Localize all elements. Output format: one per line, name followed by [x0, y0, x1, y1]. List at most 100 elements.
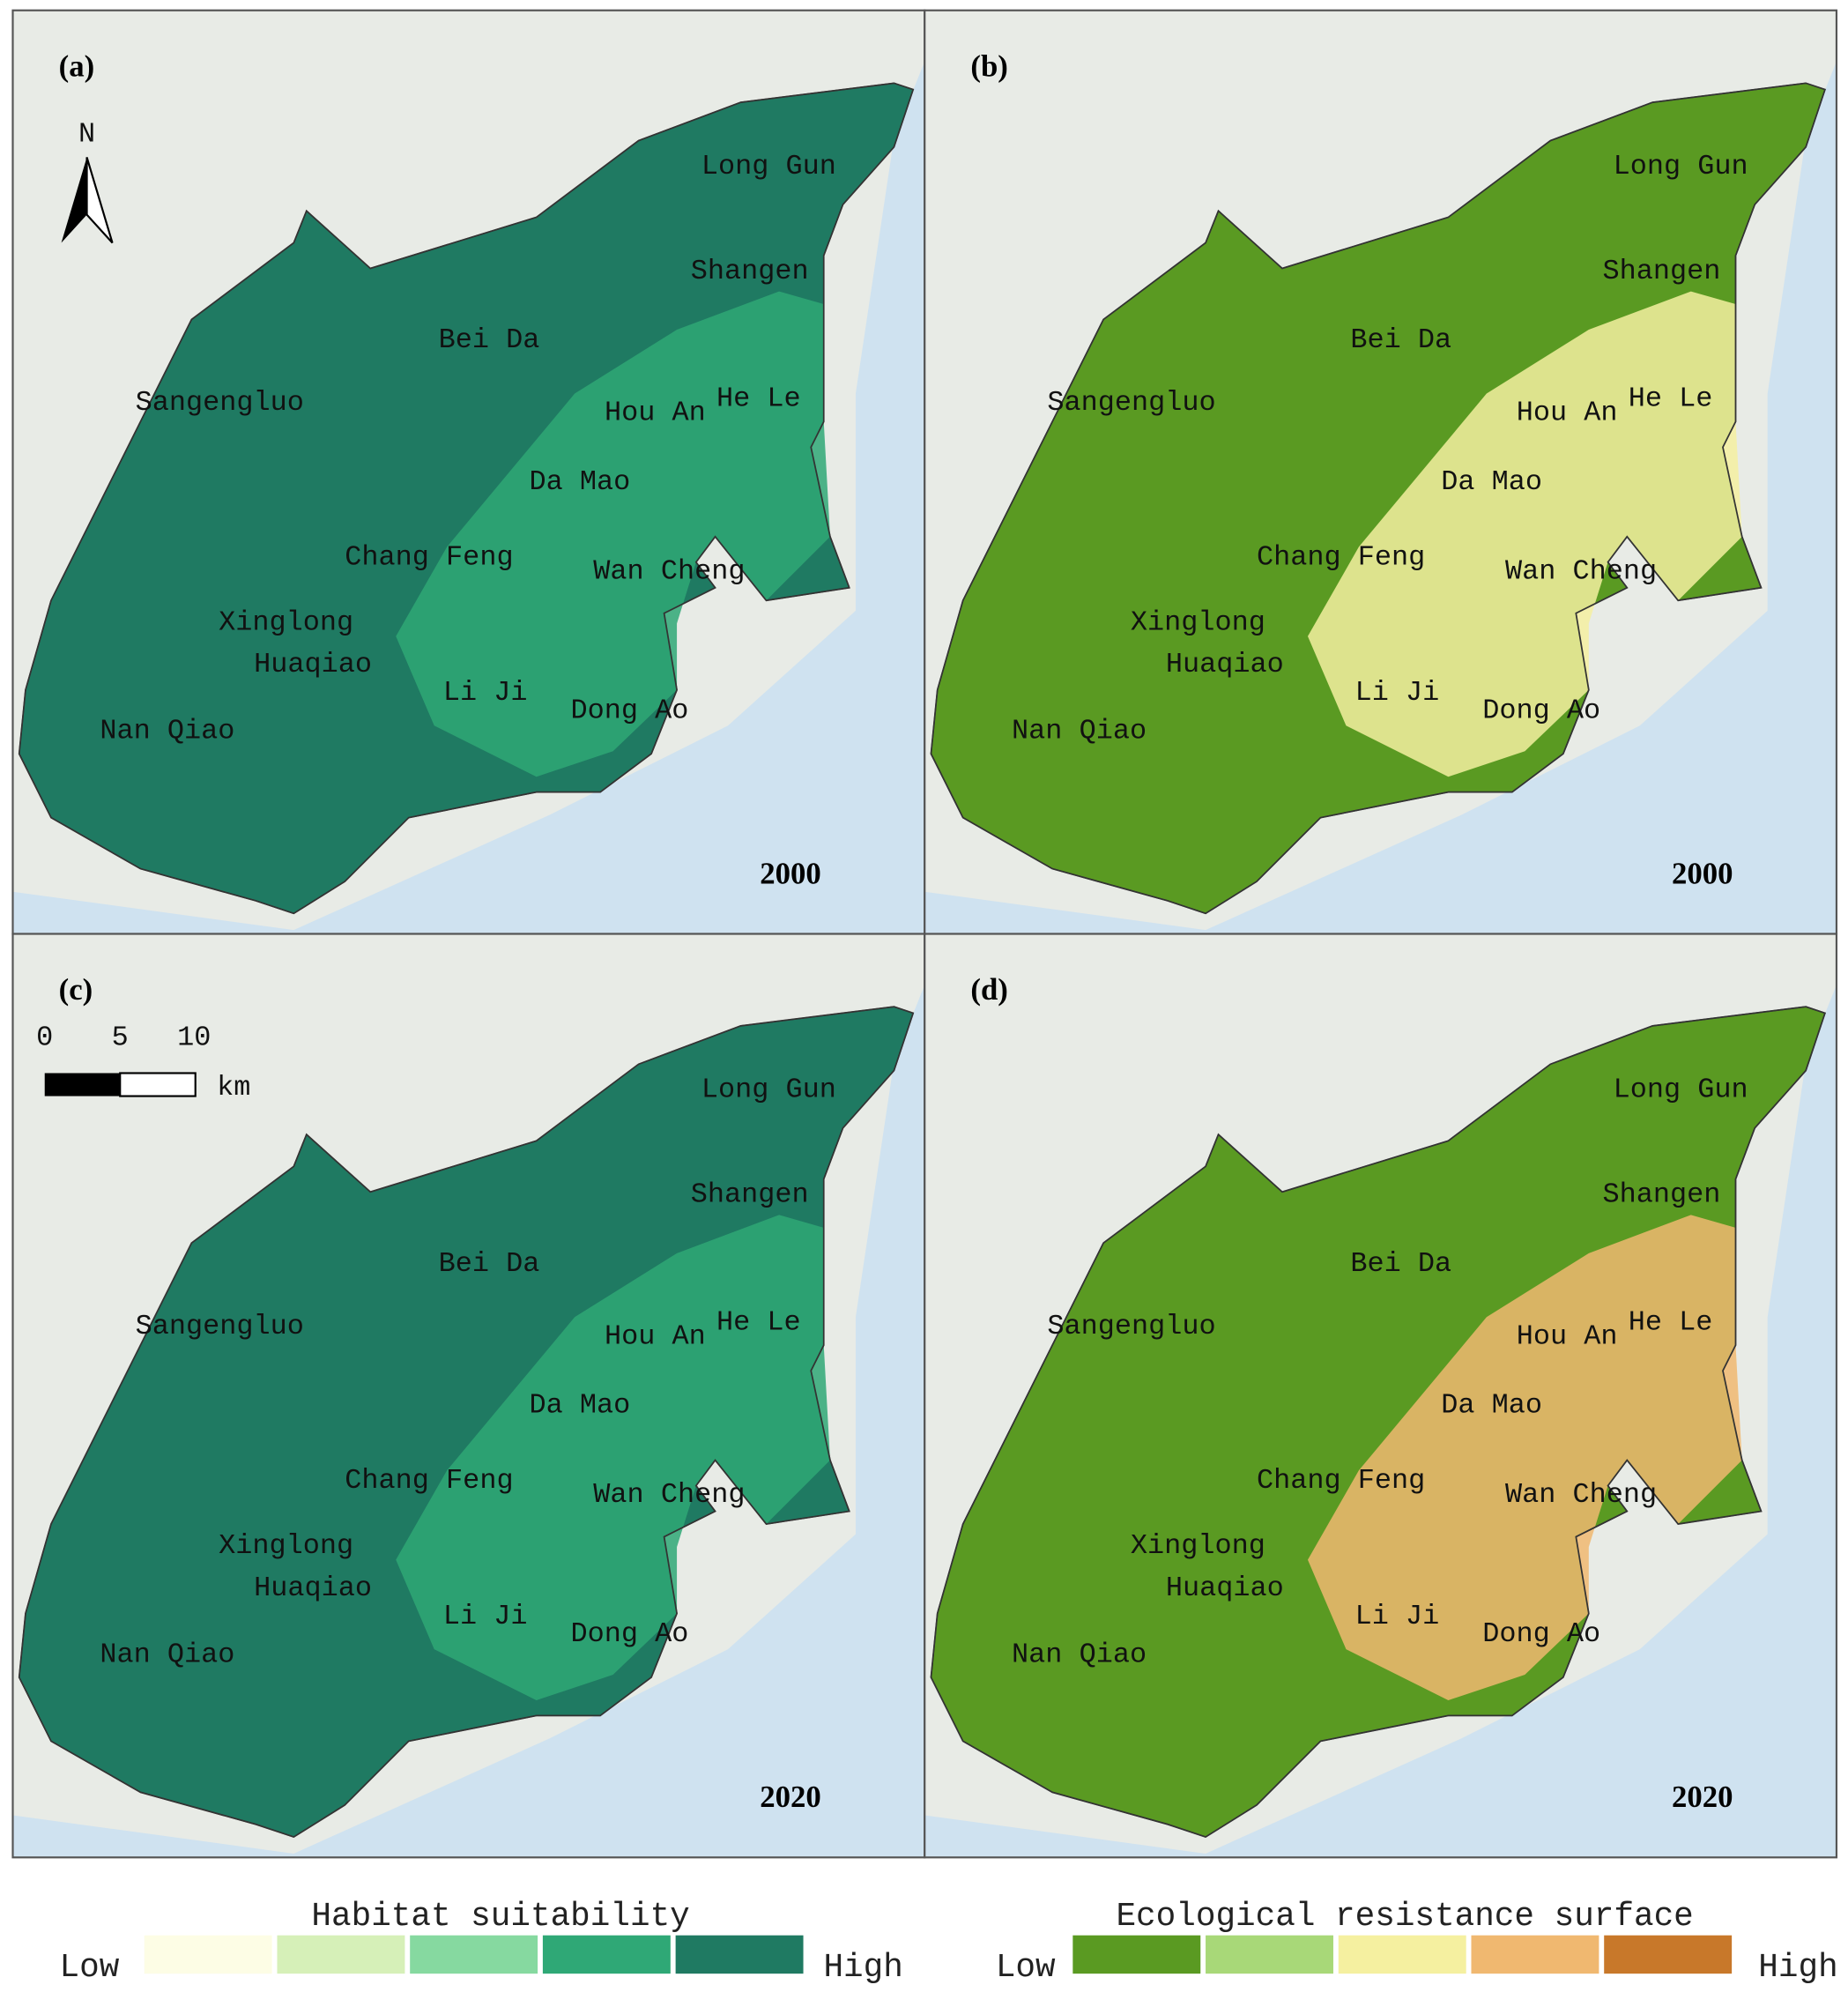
sea	[924, 933, 1837, 1858]
legend-high: High	[823, 1950, 902, 1987]
panel-frame	[924, 933, 1838, 1859]
region-name: Shangen	[691, 255, 809, 287]
region-name: Sangengluo	[1047, 386, 1215, 419]
scale-unit: km	[217, 1071, 250, 1104]
region-name: Long Gun	[701, 150, 836, 182]
legend-swatch	[675, 1935, 804, 1974]
legend-swatch	[1604, 1935, 1733, 1974]
land-outline	[930, 82, 1827, 915]
region-name: Li Ji	[443, 676, 528, 709]
legend-title: Ecological resistance surface	[1116, 1899, 1693, 1936]
legend-swatch	[542, 1935, 671, 1974]
legend-swatch	[277, 1935, 405, 1974]
region-name: Huaqiao	[1166, 1572, 1284, 1604]
region-name: Nan Qiao	[100, 1638, 234, 1670]
region-name: Li Ji	[443, 1600, 528, 1632]
map-panel: Long Gun Shangen Bei Da He Le Sangengluo Hou …	[924, 9, 1838, 935]
region-name: Long Gun	[1614, 150, 1748, 182]
sea	[12, 933, 925, 1858]
region-name: Nan Qiao	[1012, 1638, 1147, 1670]
region-name: Xinglong	[1131, 606, 1265, 638]
panel-label: (d)	[970, 972, 1008, 1007]
region-name: Dong Ao	[571, 694, 689, 726]
region-name: Wan Cheng	[593, 554, 745, 587]
legend-low: Low	[996, 1950, 1056, 1987]
region-name: Dong Ao	[1482, 1617, 1600, 1650]
region-name: He Le	[1629, 383, 1713, 415]
panel-label: (b)	[970, 48, 1008, 83]
region-name: Wan Cheng	[1505, 1478, 1657, 1511]
panel-year: 2000	[1672, 856, 1733, 890]
land-patch	[396, 1215, 830, 1701]
region-name: Chang Feng	[1257, 540, 1425, 573]
region-name: Wan Cheng	[593, 1478, 745, 1511]
region-name: Chang Feng	[345, 1464, 513, 1497]
legend-low: Low	[60, 1950, 120, 1987]
land-patch	[1307, 291, 1742, 777]
region-name: Shangen	[1602, 255, 1720, 287]
region-name: Bei Da	[439, 323, 540, 356]
region-name: Li Ji	[1355, 676, 1440, 709]
scale-tick-label: 5	[112, 1021, 129, 1053]
region-name: Sangengluo	[1047, 1310, 1215, 1342]
north-arrow-left	[61, 157, 87, 243]
legend-title: Habitat suitability	[311, 1899, 689, 1936]
legend-swatch	[410, 1935, 538, 1974]
region-name: Hou An	[605, 397, 706, 429]
sea	[924, 10, 1837, 934]
region-name: Wan Cheng	[1505, 554, 1657, 587]
region-name: Xinglong	[219, 606, 353, 638]
panel-year: 2020	[1672, 1780, 1733, 1814]
region-name: He Le	[1629, 1305, 1713, 1338]
region-name: Bei Da	[439, 1247, 540, 1280]
region-name: Bei Da	[1350, 323, 1451, 356]
region-name: Da Mao	[1441, 1389, 1542, 1422]
region-name: He Le	[716, 383, 801, 415]
region-name: Xinglong	[219, 1529, 353, 1562]
scale-bar-black	[44, 1073, 121, 1096]
land-patch	[1307, 1215, 1742, 1701]
land-outline	[930, 1006, 1827, 1839]
sea	[12, 10, 925, 934]
region-name: Dong Ao	[1482, 694, 1600, 726]
land-outline	[18, 1006, 915, 1839]
region-name: Chang Feng	[1257, 1464, 1425, 1497]
region-name: Huaqiao	[254, 1572, 372, 1604]
legend-swatch	[1338, 1935, 1466, 1974]
region-name: Huaqiao	[254, 648, 372, 680]
map-panel: Long Gun Shangen Bei Da He Le Sangengluo Hou …	[11, 9, 926, 935]
region-name: Hou An	[1517, 397, 1618, 429]
scale-tick-label: 10	[177, 1021, 211, 1053]
region-name: Hou An	[605, 1319, 706, 1352]
region-name: Dong Ao	[571, 1617, 689, 1650]
panel-year: 2020	[760, 1780, 821, 1814]
panel-label: (a)	[59, 48, 95, 83]
legend-swatch	[1471, 1935, 1599, 1974]
region-name: Sangengluo	[136, 386, 304, 419]
land-outline	[18, 82, 915, 915]
region-name: Da Mao	[530, 465, 631, 498]
region-name: He Le	[716, 1305, 801, 1338]
region-name: Da Mao	[1441, 465, 1542, 498]
legend-swatch	[144, 1935, 272, 1974]
region-name: Nan Qiao	[1012, 715, 1147, 747]
region-name: Xinglong	[1131, 1529, 1265, 1562]
legend-swatch	[1206, 1935, 1333, 1974]
scale-bar-white	[119, 1072, 197, 1097]
region-name: Li Ji	[1355, 1600, 1440, 1632]
region-name: Long Gun	[1614, 1074, 1748, 1106]
panel-label: (c)	[59, 972, 93, 1007]
region-name: Long Gun	[701, 1074, 836, 1106]
scale-tick-label: 0	[36, 1021, 53, 1053]
legend-high: High	[1758, 1950, 1837, 1987]
legend-swatch	[1072, 1935, 1201, 1974]
region-name: Nan Qiao	[100, 715, 234, 747]
region-name: Da Mao	[530, 1389, 631, 1422]
region-name: Shangen	[1602, 1178, 1720, 1211]
region-name: Chang Feng	[345, 540, 513, 573]
region-name: Sangengluo	[136, 1310, 304, 1342]
map-panel: Long Gun Shangen Bei Da He Le Sangengluo Hou …	[11, 933, 926, 1859]
north-arrow-right	[85, 157, 114, 244]
panel-year: 2000	[760, 856, 821, 890]
